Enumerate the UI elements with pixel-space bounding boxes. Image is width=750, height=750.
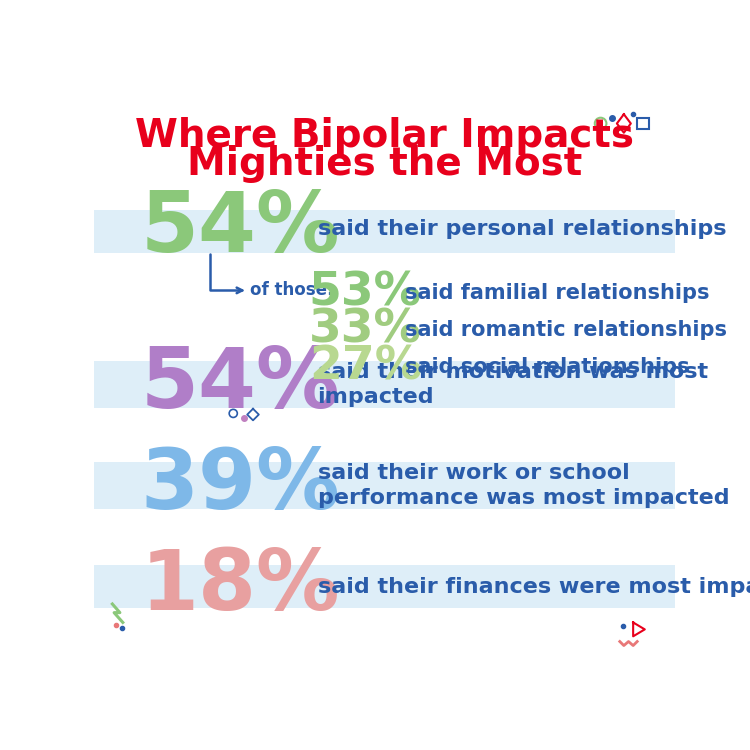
Text: said their personal relationships: said their personal relationships [317, 218, 726, 238]
Text: said their motivation was most
impacted: said their motivation was most impacted [317, 362, 708, 407]
Text: said social relationships: said social relationships [405, 357, 689, 377]
Text: said their work or school
performance was most impacted: said their work or school performance wa… [317, 463, 729, 509]
Text: said familial relationships: said familial relationships [405, 284, 710, 303]
Text: 27%: 27% [309, 345, 422, 390]
Text: 54%: 54% [140, 188, 340, 269]
Bar [94, 362, 675, 408]
Bar [94, 463, 675, 509]
Text: of those:: of those: [250, 281, 333, 299]
Text: 54%: 54% [140, 344, 340, 425]
Text: said romantic relationships: said romantic relationships [405, 320, 727, 340]
Text: 39%: 39% [140, 445, 340, 526]
Text: Where Bipolar Impacts: Where Bipolar Impacts [135, 117, 634, 155]
Text: 53%: 53% [309, 271, 422, 316]
Text: said their finances were most impacted: said their finances were most impacted [317, 577, 750, 597]
Bar [94, 210, 675, 254]
Bar [638, 118, 649, 129]
Text: 18%: 18% [140, 546, 340, 627]
Text: Mighties the Most: Mighties the Most [187, 145, 582, 183]
Text: 33%: 33% [309, 308, 422, 352]
Bar [94, 565, 675, 608]
